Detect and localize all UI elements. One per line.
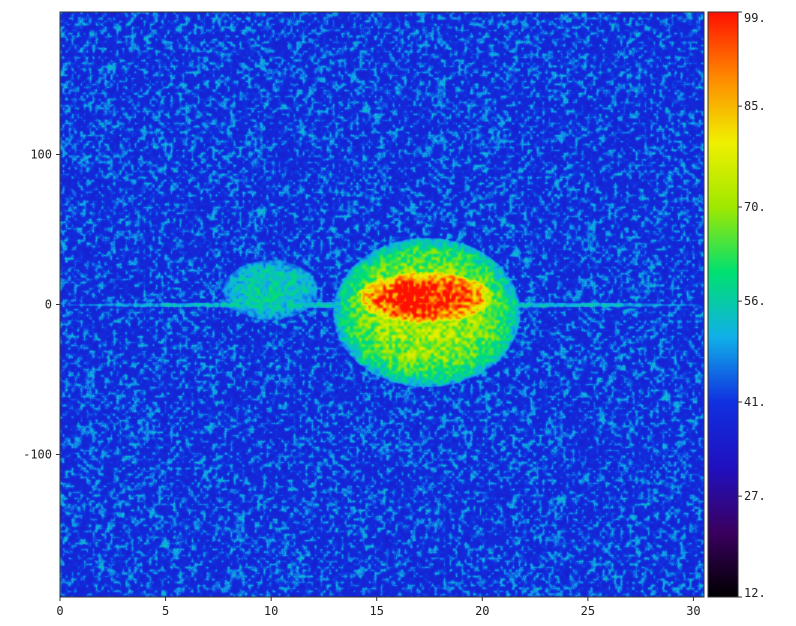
x-tick-label: 25	[581, 604, 595, 618]
colorbar-tick-label: 56.	[744, 294, 766, 308]
colorbar-tick-label: 85.	[744, 99, 766, 113]
colorbar-tick-label: 70.	[744, 200, 766, 214]
colorbar-ticks: 99. 85. 70. 56. 41. 27. 12.	[738, 11, 766, 600]
x-tick-label: 10	[264, 604, 278, 618]
x-tick-label: 0	[56, 604, 63, 618]
colorbar: 99. 85. 70. 56. 41. 27. 12.	[707, 11, 766, 600]
y-tick-label: 0	[45, 298, 52, 312]
y-tick-label: 100	[30, 148, 52, 162]
colorbar-scale	[707, 11, 739, 598]
colorbar-tick-label: 27.	[744, 489, 766, 503]
x-tick-label: 30	[686, 604, 700, 618]
y-axis: 100 0 -100	[23, 148, 60, 462]
colorbar-tick-label: 99.	[744, 11, 766, 25]
heatmap-canvas-holder	[60, 12, 704, 597]
colorbar-tick-label: 12.	[744, 586, 766, 600]
colorbar-tick-label: 41.	[744, 395, 766, 409]
x-tick-label: 15	[369, 604, 383, 618]
y-tick-label: -100	[23, 448, 52, 462]
heatmap-canvas	[60, 12, 704, 597]
x-tick-label: 20	[475, 604, 489, 618]
x-axis: 0 5 10 15 20 25 30	[56, 597, 701, 618]
heatmap-plot	[59, 11, 705, 598]
x-tick-label: 5	[162, 604, 169, 618]
